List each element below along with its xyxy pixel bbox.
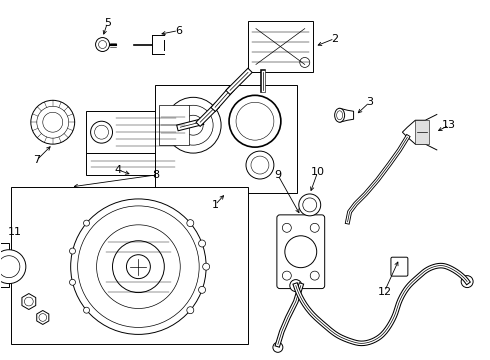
Bar — [0, 243, 9, 287]
Bar — [86, 153, 180, 175]
Bar — [155, 85, 297, 193]
Bar — [11, 187, 248, 345]
Text: 3: 3 — [366, 97, 373, 107]
Text: 1: 1 — [212, 200, 219, 210]
Circle shape — [173, 105, 213, 145]
Circle shape — [251, 156, 269, 174]
Circle shape — [198, 240, 205, 247]
Bar — [159, 105, 189, 145]
Circle shape — [300, 58, 310, 67]
Text: 7: 7 — [33, 155, 40, 165]
Circle shape — [37, 106, 69, 138]
Text: 4: 4 — [115, 165, 122, 175]
Circle shape — [39, 314, 47, 321]
Text: 5: 5 — [104, 18, 111, 28]
Circle shape — [299, 194, 321, 216]
Circle shape — [31, 100, 74, 144]
Circle shape — [461, 276, 473, 288]
Circle shape — [113, 241, 164, 293]
Circle shape — [71, 199, 206, 334]
Circle shape — [95, 125, 108, 139]
Circle shape — [282, 223, 292, 232]
Circle shape — [285, 236, 317, 268]
Text: 12: 12 — [377, 287, 392, 297]
Text: 9: 9 — [274, 170, 281, 180]
Circle shape — [43, 112, 63, 132]
Circle shape — [229, 95, 281, 147]
Polygon shape — [416, 120, 429, 144]
FancyBboxPatch shape — [277, 215, 325, 289]
Text: 2: 2 — [331, 33, 338, 44]
Circle shape — [310, 271, 319, 280]
Circle shape — [310, 223, 319, 232]
Circle shape — [70, 279, 75, 285]
Circle shape — [236, 102, 274, 140]
Circle shape — [273, 342, 283, 352]
Ellipse shape — [337, 111, 343, 120]
Circle shape — [70, 248, 75, 254]
Circle shape — [83, 307, 90, 313]
Circle shape — [0, 256, 20, 278]
Circle shape — [198, 286, 205, 293]
FancyBboxPatch shape — [391, 257, 408, 276]
Bar — [86, 111, 180, 153]
Circle shape — [290, 280, 302, 292]
Circle shape — [0, 257, 10, 273]
Circle shape — [187, 220, 194, 226]
Circle shape — [246, 151, 274, 179]
Bar — [248, 21, 313, 72]
Circle shape — [77, 206, 199, 328]
Circle shape — [24, 297, 33, 306]
Circle shape — [98, 41, 106, 49]
Text: 13: 13 — [442, 120, 456, 130]
Ellipse shape — [335, 108, 344, 122]
Circle shape — [0, 250, 26, 284]
Circle shape — [303, 198, 317, 212]
Text: 6: 6 — [175, 26, 182, 36]
Circle shape — [83, 220, 90, 226]
Circle shape — [91, 121, 113, 143]
Circle shape — [203, 263, 210, 270]
Text: 8: 8 — [152, 170, 159, 180]
Circle shape — [126, 255, 150, 279]
Circle shape — [183, 115, 203, 135]
Circle shape — [96, 37, 110, 51]
Circle shape — [97, 225, 180, 309]
Text: 11: 11 — [8, 227, 22, 237]
Text: 10: 10 — [311, 167, 325, 177]
Circle shape — [165, 97, 221, 153]
Circle shape — [187, 307, 194, 314]
Circle shape — [282, 271, 292, 280]
